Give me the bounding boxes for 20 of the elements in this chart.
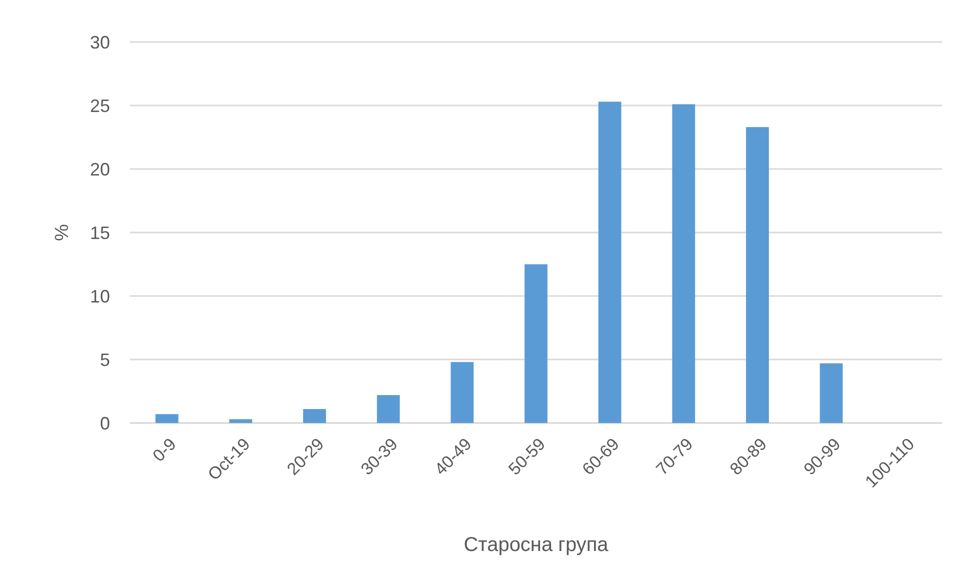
y-tick-label: 30 (90, 32, 110, 52)
bar (672, 104, 696, 423)
x-tick-label: 0-9 (149, 434, 180, 466)
bar (524, 264, 548, 423)
y-tick-label: 0 (100, 413, 110, 434)
y-tick-label: 15 (90, 222, 110, 243)
bar (598, 102, 622, 423)
y-tick-label: 5 (100, 350, 110, 370)
y-axis-title: % (52, 224, 73, 241)
bar (450, 362, 474, 423)
bar (746, 127, 769, 423)
y-tick-label: 20 (90, 159, 110, 180)
bar (155, 414, 178, 423)
x-axis-title: Старосна група (464, 534, 610, 556)
y-tick-label: 25 (90, 96, 110, 116)
bar (376, 395, 400, 423)
bar (303, 409, 326, 423)
bar (229, 419, 252, 423)
y-tick-label: 10 (90, 286, 110, 306)
bar (820, 363, 843, 423)
